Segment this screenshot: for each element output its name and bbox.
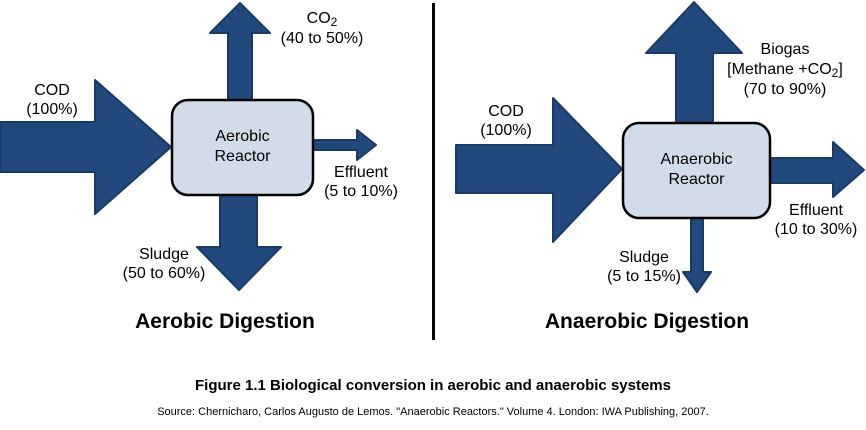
aerobic-effluent-name: Effluent [334, 164, 388, 181]
anaerobic-cod-name: COD [488, 103, 524, 120]
aerobic-sludge-value: (50 to 60%) [122, 265, 206, 282]
aerobic-cod-label: COD (100%) [2, 81, 102, 119]
aerobic-gas-formula-base: CO [306, 10, 331, 27]
aerobic-gas-formula: CO2 [272, 9, 372, 29]
aerobic-effluent-value: (5 to 10%) [324, 183, 398, 200]
aerobic-effluent-label: Effluent (5 to 10%) [316, 163, 406, 201]
aerobic-effluent-arrow [307, 129, 377, 161]
anaerobic-reactor-line2: Reactor [668, 171, 725, 188]
aerobic-co2-arrow [209, 2, 271, 106]
figure-source: Source: Chernicharo, Carlos Augusto de L… [157, 406, 709, 418]
anaerobic-sludge-arrow [682, 212, 712, 293]
aerobic-gas-label: CO2 (40 to 50%) [272, 9, 372, 49]
anaerobic-reactor-box [621, 121, 772, 220]
anaerobic-sludge-label: Sludge (5 to 15%) [594, 248, 694, 286]
aerobic-cod-value: (100%) [26, 101, 78, 118]
anaerobic-cod-label: COD (100%) [456, 102, 556, 140]
anaerobic-effluent-value: (10 to 30%) [774, 221, 858, 238]
anaerobic-effluent-label: Effluent (10 to 30%) [766, 201, 866, 239]
aerobic-cod-arrow [0, 79, 172, 215]
aerobic-reactor-box [170, 98, 315, 197]
anaerobic-effluent-arrow [764, 141, 865, 198]
anaerobic-gas-composition: [Methane +CO2] [715, 60, 855, 80]
aerobic-title: Aerobic Digestion [135, 310, 315, 333]
aerobic-reactor-line1: Aerobic [215, 128, 270, 145]
anaerobic-effluent-name: Effluent [789, 202, 843, 219]
figure-caption: Figure 1.1 Biological conversion in aero… [195, 377, 671, 394]
anaerobic-sludge-name: Sludge [619, 249, 669, 266]
anaerobic-gas-name: Biogas [760, 41, 810, 58]
aerobic-sludge-label: Sludge (50 to 60%) [110, 245, 218, 283]
aerobic-gas-formula-sub: 2 [330, 15, 338, 29]
aerobic-gas-value: (40 to 50%) [280, 30, 364, 47]
aerobic-reactor-label: Aerobic Reactor [172, 127, 313, 167]
anaerobic-gas-label: Biogas [Methane +CO2] (70 to 90%) [715, 40, 855, 100]
aerobic-reactor-line2: Reactor [214, 148, 271, 165]
anaerobic-sludge-value: (5 to 15%) [607, 268, 681, 285]
anaerobic-gas-comp-sub: 2 [831, 66, 839, 80]
anaerobic-gas-comp-base: [Methane +CO [727, 61, 832, 78]
anaerobic-reactor-line1: Anaerobic [660, 151, 733, 168]
anaerobic-cod-arrow [455, 97, 623, 243]
anaerobic-biogas-arrow [645, 1, 743, 129]
aerobic-sludge-arrow [196, 189, 282, 291]
anaerobic-reactor-label: Anaerobic Reactor [623, 150, 770, 190]
anaerobic-cod-value: (100%) [480, 122, 532, 139]
anaerobic-gas-comp-close: ] [838, 61, 843, 78]
anaerobic-gas-value: (70 to 90%) [743, 81, 827, 98]
aerobic-cod-name: COD [34, 82, 70, 99]
aerobic-sludge-name: Sludge [139, 246, 189, 263]
anaerobic-title: Anaerobic Digestion [544, 310, 750, 333]
